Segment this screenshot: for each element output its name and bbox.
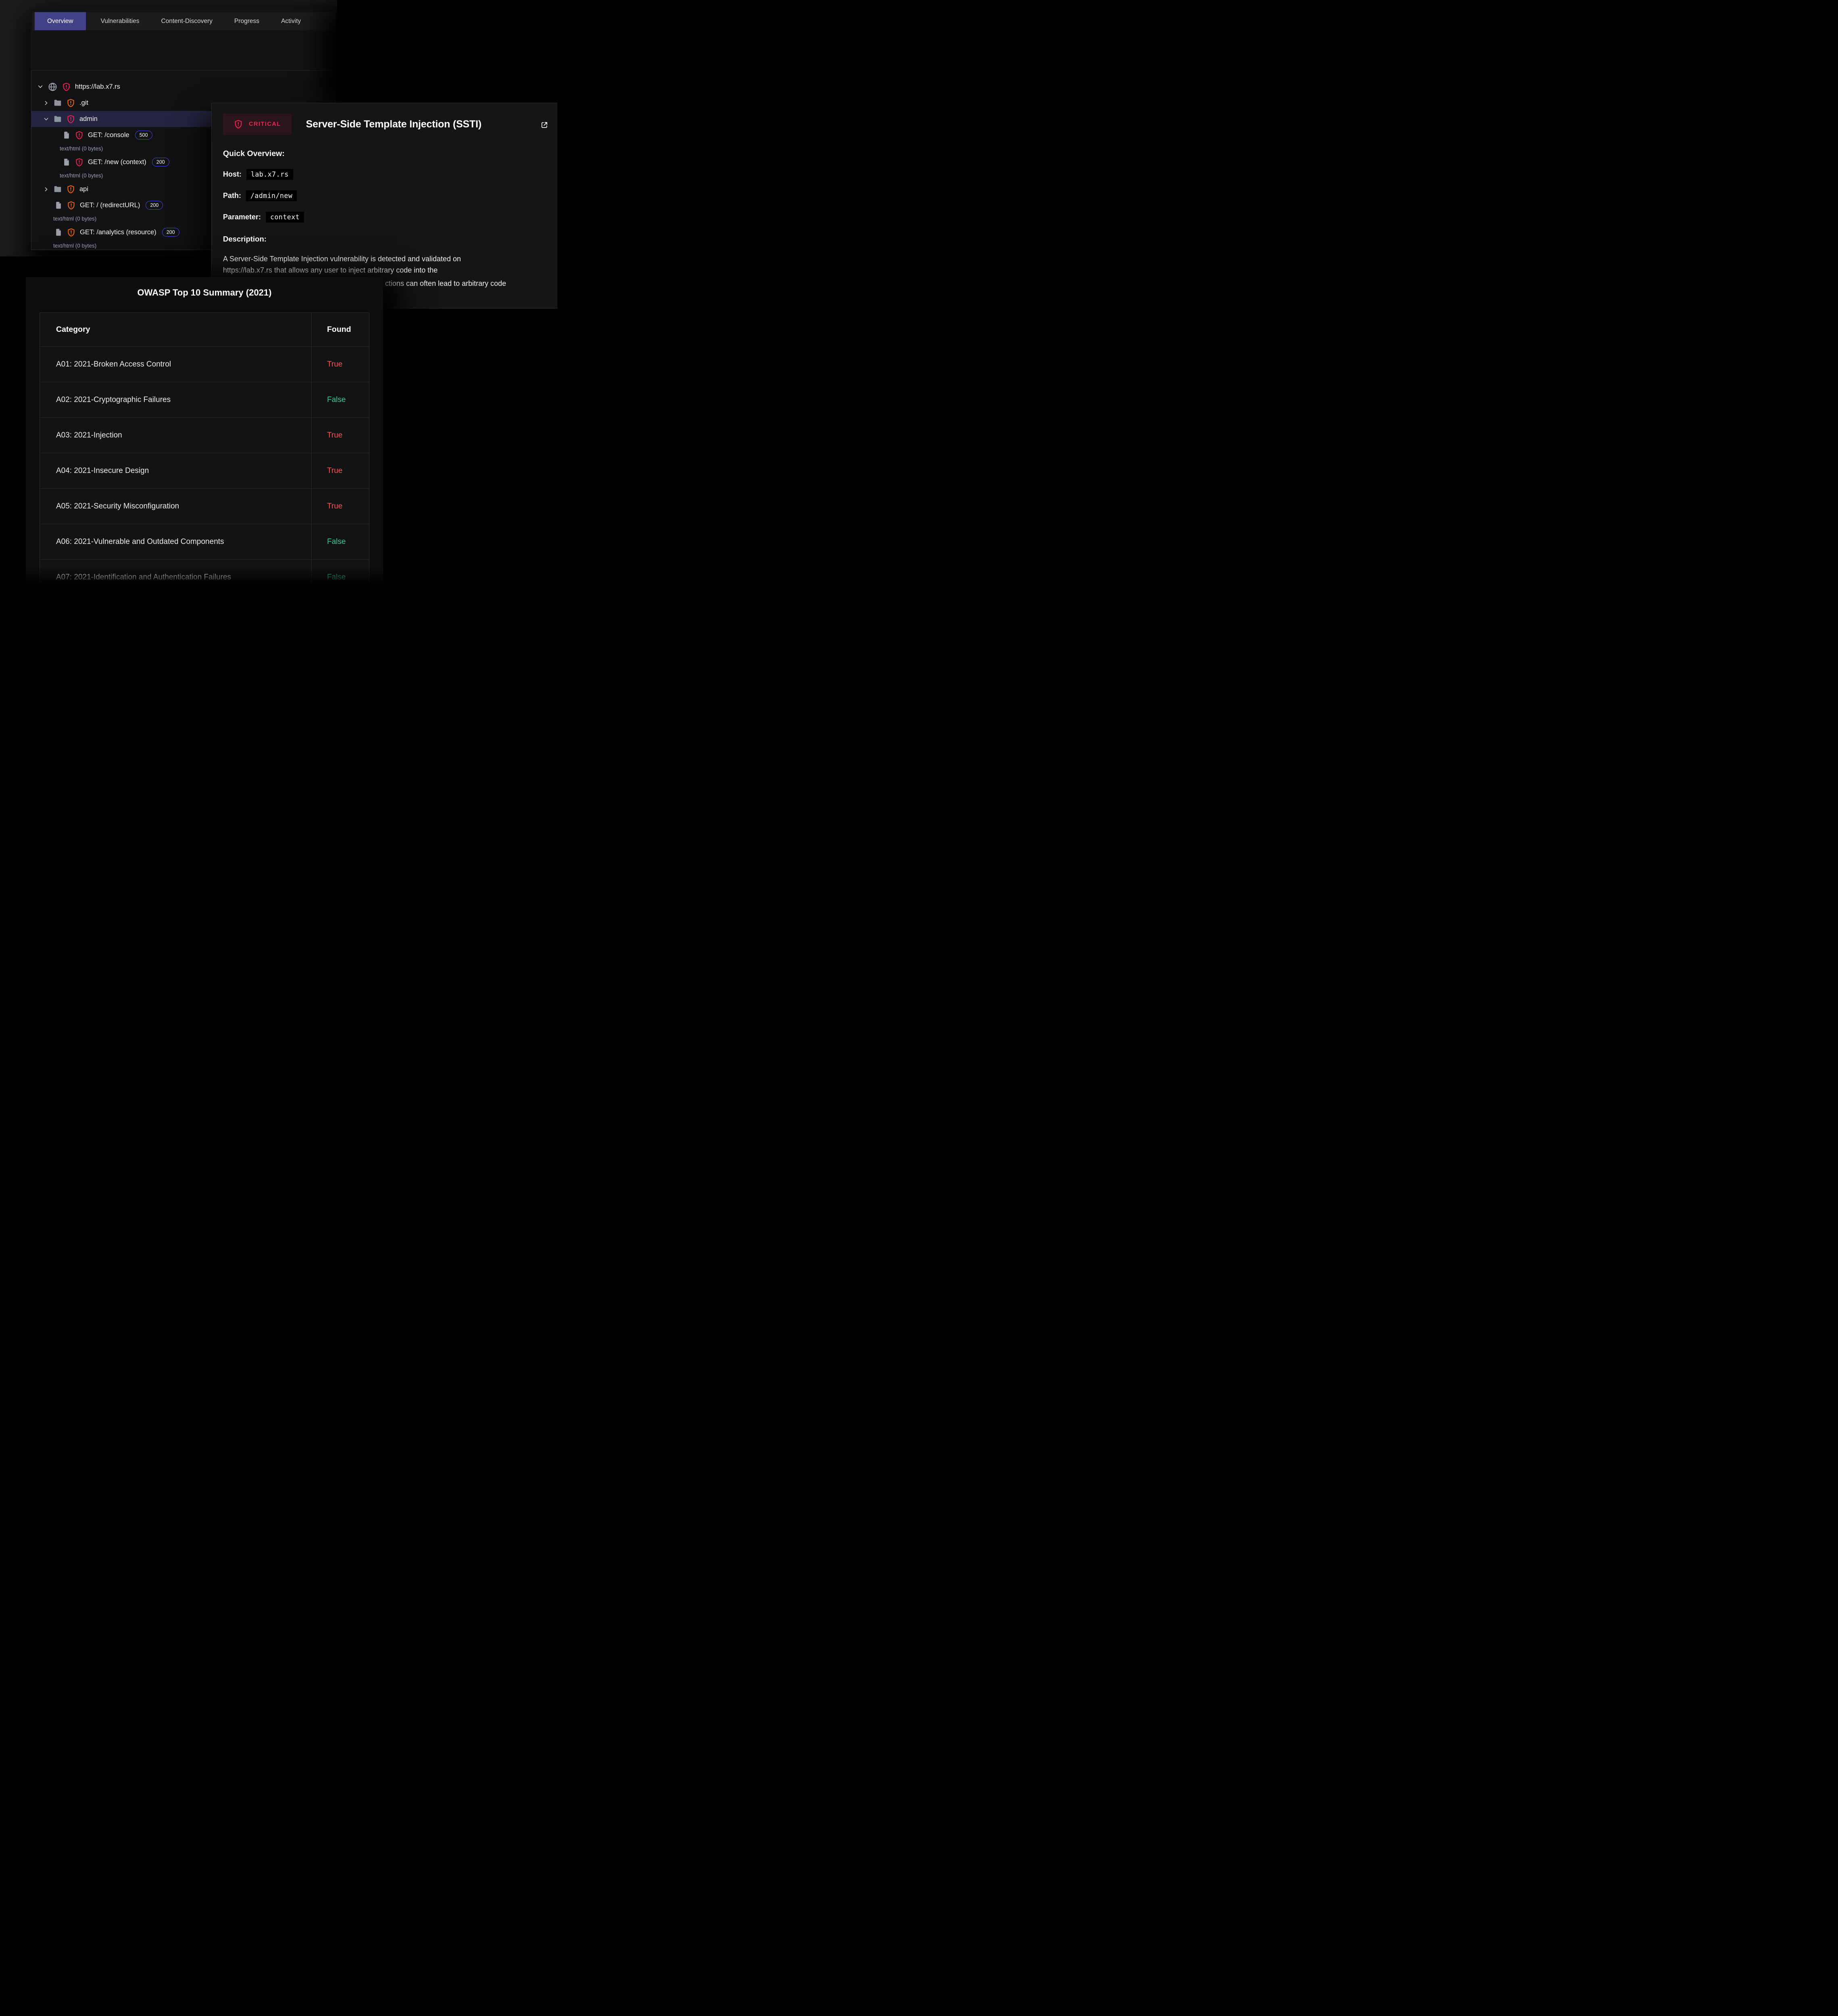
path-value: /admin/new xyxy=(246,190,297,201)
category-cell: A02: 2021-Cryptographic Failures xyxy=(40,382,312,418)
found-value: False xyxy=(311,559,369,587)
found-value: False xyxy=(311,524,369,560)
tab-activity[interactable]: Activity xyxy=(281,17,301,25)
tree-node-label: https://lab.x7.rs xyxy=(75,83,120,90)
tree-node-get-root[interactable]: GET: / (redirectURL) 200 xyxy=(31,197,335,213)
tree-node-meta: text/html (0 bytes) xyxy=(53,216,97,222)
table-row: A04: 2021-Insecure Design True xyxy=(40,453,369,489)
alert-shield-icon xyxy=(66,98,75,108)
category-cell: A07: 2021-Identification and Authenticat… xyxy=(40,559,312,587)
file-icon xyxy=(63,158,71,167)
tree-node-label: GET: /console xyxy=(88,131,129,139)
security-audit-app: { "colors": { "accent_indigo": "#434288"… xyxy=(0,0,557,632)
folder-icon xyxy=(53,115,62,123)
external-link-icon[interactable] xyxy=(540,121,548,129)
severity-badge: CRITICAL xyxy=(223,114,292,135)
overview-heading: Quick Overview: xyxy=(223,149,285,158)
owasp-title: OWASP Top 10 Summary (2021) xyxy=(137,287,272,298)
category-cell: A04: 2021-Insecure Design xyxy=(40,453,312,489)
tree-node-label: api xyxy=(79,185,89,193)
folder-icon xyxy=(53,185,62,194)
status-code-badge: 200 xyxy=(162,228,179,237)
severity-label: CRITICAL xyxy=(249,121,281,127)
host-value: lab.x7.rs xyxy=(246,169,293,180)
tree-node-get-analytics[interactable]: GET: /analytics (resource) 200 xyxy=(31,224,335,240)
chevron-down-icon[interactable] xyxy=(37,83,44,90)
tree-node-meta: text/html (0 bytes) xyxy=(60,146,103,152)
file-icon xyxy=(54,201,63,210)
tab-bar: Overview Vulnerabilities Content-Discove… xyxy=(32,12,336,30)
tree-node-host[interactable]: https://lab.x7.rs xyxy=(31,79,335,95)
alert-shield-icon xyxy=(75,158,84,167)
description-heading: Description: xyxy=(223,235,267,243)
tree-node-label: GET: /analytics (resource) xyxy=(80,228,156,236)
path-field: Path: /admin/new xyxy=(223,190,546,201)
alert-shield-icon xyxy=(62,82,71,92)
path-label: Path: xyxy=(223,192,241,200)
table-row: A02: 2021-Cryptographic Failures False xyxy=(40,382,369,418)
status-code-badge: 200 xyxy=(152,158,169,167)
table-row: A06: 2021-Vulnerable and Outdated Compon… xyxy=(40,524,369,560)
alert-shield-icon xyxy=(233,119,243,129)
host-label: Host: xyxy=(223,170,242,178)
vulnerability-detail-panel: CRITICAL Server-Side Template Injection … xyxy=(211,103,557,308)
category-cell: A03: 2021-Injection xyxy=(40,417,312,453)
table-row: A07: 2021-Identification and Authenticat… xyxy=(40,559,369,587)
found-value: False xyxy=(311,382,369,418)
file-icon xyxy=(54,228,63,237)
column-header-found: Found xyxy=(311,312,369,347)
tree-node-label: GET: / (redirectURL) xyxy=(80,201,140,209)
tree-node-git[interactable]: .git xyxy=(31,95,335,111)
alert-shield-icon xyxy=(66,115,75,124)
tab-progress[interactable]: Progress xyxy=(234,17,260,25)
vulnerability-title: Server-Side Template Injection (SSTI) xyxy=(306,118,482,130)
host-field: Host: lab.x7.rs xyxy=(223,169,546,180)
owasp-table: Category Found A01: 2021-Broken Access C… xyxy=(40,312,369,587)
table-header-row: Category Found xyxy=(40,312,369,347)
tab-content-discovery[interactable]: Content-Discovery xyxy=(161,17,213,25)
tree-node-api[interactable]: api xyxy=(31,181,335,197)
category-cell: A01: 2021-Broken Access Control xyxy=(40,346,312,382)
tab-overview[interactable]: Overview xyxy=(35,12,86,30)
found-value: True xyxy=(311,346,369,382)
tree-node-label: .git xyxy=(79,99,89,106)
parameter-label: Parameter: xyxy=(223,213,261,221)
alert-shield-icon xyxy=(66,185,75,194)
parameter-value: context xyxy=(266,212,304,223)
table-row: A01: 2021-Broken Access Control True xyxy=(40,346,369,382)
parameter-field: Parameter: context xyxy=(223,212,546,223)
background-card xyxy=(337,0,557,95)
description-text-fragment: ctions can often lead to arbitrary code xyxy=(385,279,506,287)
tree-node-meta: text/html (0 bytes) xyxy=(53,243,97,249)
chevron-right-icon[interactable] xyxy=(43,186,49,192)
category-cell: A05: 2021-Security Misconfiguration xyxy=(40,488,312,524)
status-code-badge: 500 xyxy=(135,131,152,140)
tab-vulnerabilities[interactable]: Vulnerabilities xyxy=(100,17,140,25)
tree-node-get-console[interactable]: GET: /console 500 xyxy=(31,127,335,143)
tree-node-label: GET: /new (context) xyxy=(88,158,146,166)
folder-icon xyxy=(53,98,62,107)
table-row: A03: 2021-Injection True xyxy=(40,417,369,453)
table-row: A05: 2021-Security Misconfiguration True xyxy=(40,488,369,524)
tree-node-label: admin xyxy=(79,115,98,123)
globe-icon xyxy=(48,82,58,92)
category-cell: A06: 2021-Vulnerable and Outdated Compon… xyxy=(40,524,312,560)
tree-node-meta: text/html (0 bytes) xyxy=(60,173,103,179)
alert-shield-icon xyxy=(75,131,84,140)
alert-shield-icon xyxy=(67,228,76,237)
found-value: True xyxy=(311,488,369,524)
file-icon xyxy=(63,131,71,140)
alert-shield-icon xyxy=(67,201,76,210)
column-header-category: Category xyxy=(40,312,312,347)
found-value: True xyxy=(311,453,369,489)
description-text: A Server-Side Template Injection vulnera… xyxy=(223,255,461,274)
found-value: True xyxy=(311,417,369,453)
chevron-down-icon[interactable] xyxy=(43,116,49,122)
tree-node-get-new[interactable]: GET: /new (context) 200 xyxy=(31,154,335,170)
owasp-summary-panel: OWASP Top 10 Summary (2021) Category Fou… xyxy=(26,277,383,587)
chevron-right-icon[interactable] xyxy=(43,100,49,106)
status-code-badge: 200 xyxy=(146,201,163,210)
